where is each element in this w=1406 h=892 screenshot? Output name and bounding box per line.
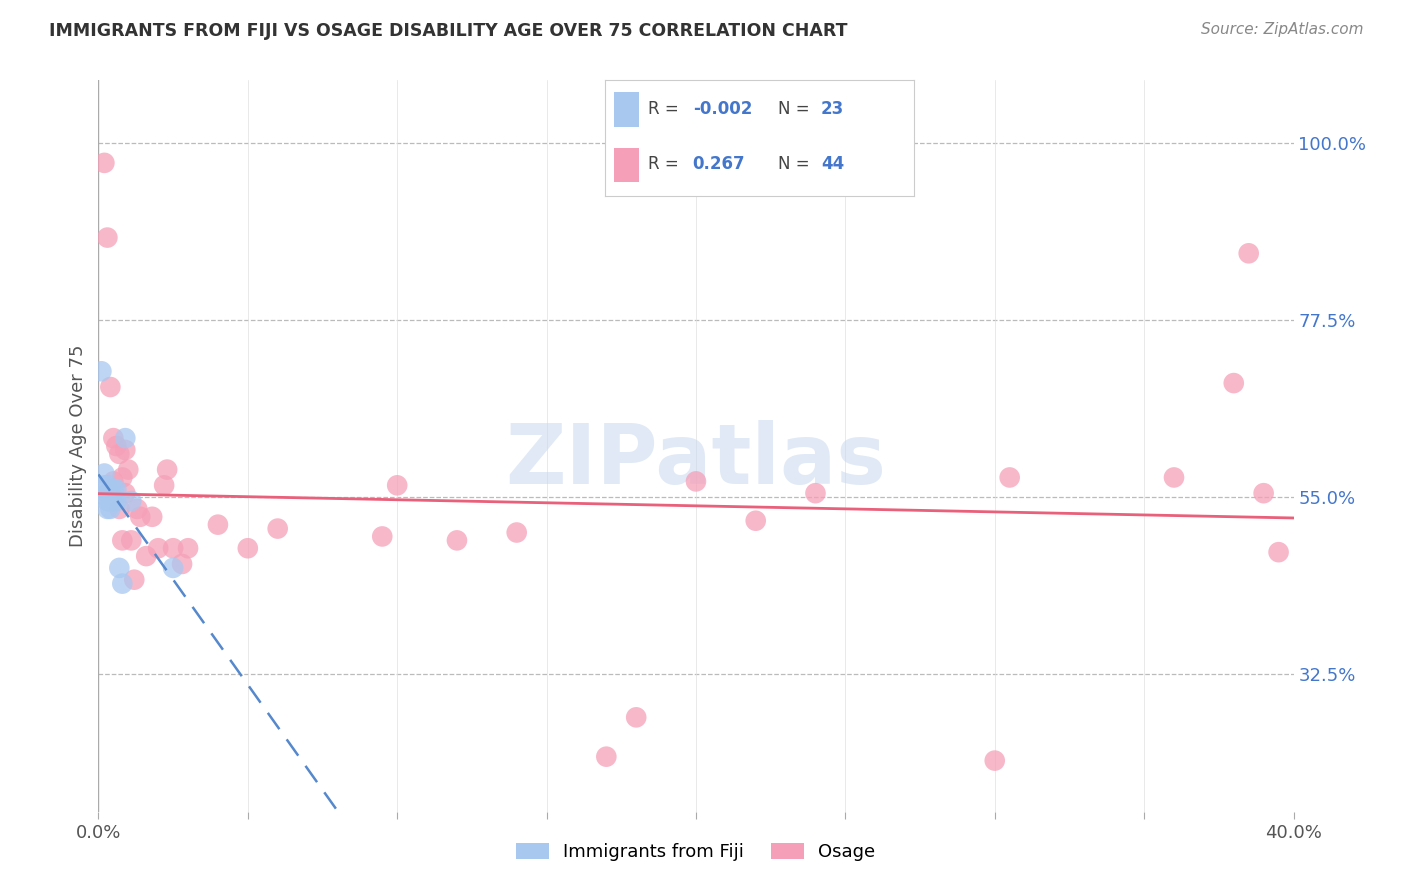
Bar <box>614 147 638 182</box>
Point <box>93 467 115 481</box>
Point <box>114 442 136 457</box>
Text: Source: ZipAtlas.com: Source: ZipAtlas.com <box>1201 22 1364 37</box>
Point <box>96 502 118 516</box>
Point <box>156 462 179 476</box>
Point <box>108 561 131 575</box>
Point <box>236 541 259 556</box>
Point <box>385 478 409 492</box>
Point <box>96 230 118 244</box>
Text: IMMIGRANTS FROM FIJI VS OSAGE DISABILITY AGE OVER 75 CORRELATION CHART: IMMIGRANTS FROM FIJI VS OSAGE DISABILITY… <box>49 22 848 40</box>
Point <box>141 509 163 524</box>
Point <box>96 490 118 504</box>
Point <box>267 522 290 536</box>
Point <box>111 533 134 548</box>
Point <box>105 439 128 453</box>
Text: 44: 44 <box>821 155 845 173</box>
Point <box>98 380 122 394</box>
Point <box>371 529 394 543</box>
Text: -0.002: -0.002 <box>693 100 752 118</box>
Point <box>108 502 131 516</box>
Point <box>626 710 648 724</box>
Text: R =: R = <box>648 155 679 173</box>
Point <box>114 431 136 445</box>
Point <box>93 478 115 492</box>
Point <box>1223 376 1246 390</box>
Point <box>103 482 125 496</box>
Point <box>153 478 176 492</box>
Text: 23: 23 <box>821 100 845 118</box>
Point <box>120 533 142 548</box>
Point <box>103 494 125 508</box>
Text: 0.267: 0.267 <box>693 155 745 173</box>
Point <box>120 494 142 508</box>
Point <box>96 494 118 508</box>
Point <box>108 447 131 461</box>
Point <box>98 494 122 508</box>
Point <box>1253 486 1275 500</box>
Point <box>446 533 468 548</box>
Point <box>114 486 136 500</box>
Point <box>804 486 827 500</box>
Text: R =: R = <box>648 100 679 118</box>
Point <box>162 561 184 575</box>
Point <box>90 364 112 378</box>
Point <box>135 549 157 563</box>
Point <box>127 502 149 516</box>
Point <box>162 541 184 556</box>
Point <box>98 490 122 504</box>
Point <box>103 475 125 489</box>
Point <box>117 462 139 476</box>
Point <box>207 517 229 532</box>
Text: ZIPatlas: ZIPatlas <box>506 420 886 501</box>
Point <box>103 486 125 500</box>
Point <box>124 573 146 587</box>
Text: N =: N = <box>778 155 810 173</box>
Point <box>105 494 128 508</box>
Point <box>1237 246 1260 260</box>
Point <box>129 509 152 524</box>
Point <box>93 156 115 170</box>
Point <box>984 754 1007 768</box>
Point <box>111 470 134 484</box>
Point <box>96 478 118 492</box>
Point <box>1267 545 1289 559</box>
Point <box>98 502 122 516</box>
Y-axis label: Disability Age Over 75: Disability Age Over 75 <box>69 344 87 548</box>
Point <box>98 486 122 500</box>
Point <box>595 749 617 764</box>
Point <box>177 541 200 556</box>
Point <box>111 576 134 591</box>
Point <box>506 525 529 540</box>
Point <box>148 541 170 556</box>
Point <box>172 557 194 571</box>
Legend: Immigrants from Fiji, Osage: Immigrants from Fiji, Osage <box>509 836 883 869</box>
Point <box>96 486 118 500</box>
Point <box>96 486 118 500</box>
Point <box>998 470 1021 484</box>
Text: N =: N = <box>778 100 810 118</box>
Bar <box>614 92 638 127</box>
Point <box>685 475 707 489</box>
Point <box>1163 470 1185 484</box>
Point <box>745 514 768 528</box>
Point <box>103 431 125 445</box>
Point <box>105 482 128 496</box>
